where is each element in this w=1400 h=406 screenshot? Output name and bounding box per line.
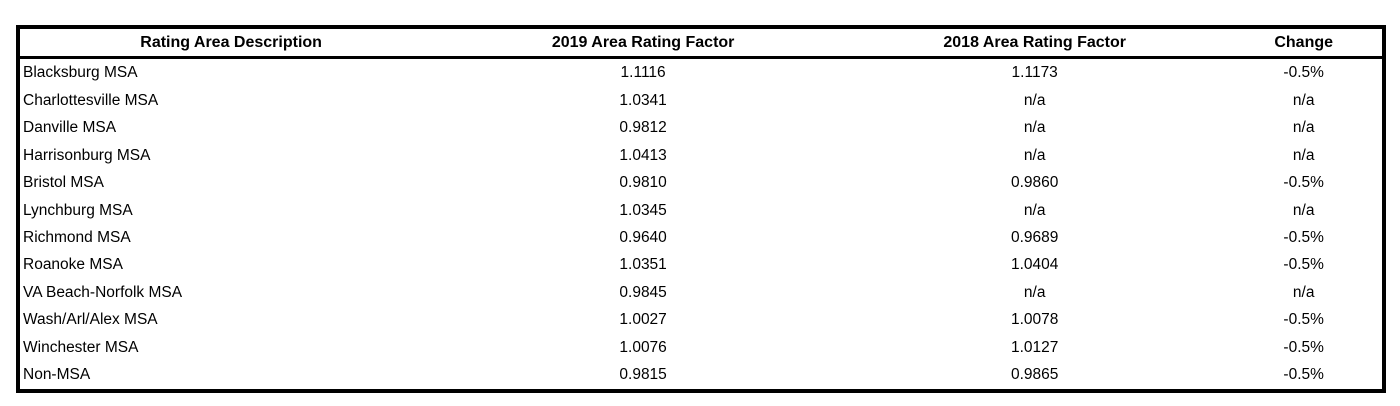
table-row: Non-MSA 0.9815 0.9865 -0.5% (20, 361, 1382, 389)
cell-2019-factor: 0.9815 (619, 366, 667, 384)
table-row: Bristol MSA 0.9810 0.9860 -0.5% (20, 169, 1382, 196)
cell-rating-area: Richmond MSA (23, 229, 131, 247)
cell-rating-area: Roanoke MSA (23, 256, 123, 274)
cell-2018-factor: 0.9865 (1010, 366, 1059, 384)
table-row: Harrisonburg MSA 1.0413 n/a n/a (20, 142, 1382, 169)
area-rating-factor-table: Rating Area Description 2019 Area Rating… (16, 25, 1386, 393)
cell-2018-factor: 0.9860 (1010, 174, 1059, 192)
table-row: Blacksburg MSA 1.1116 1.1173 -0.5% (20, 58, 1382, 88)
cell-2018-factor: n/a (1023, 283, 1046, 301)
table-row: Wash/Arl/Alex MSA 1.0027 1.0078 -0.5% (20, 307, 1382, 334)
table-row: Charlottesville MSA 1.0341 n/a n/a (20, 87, 1382, 114)
cell-rating-area: VA Beach-Norfolk MSA (23, 283, 183, 301)
table-header: Rating Area Description 2019 Area Rating… (20, 29, 1382, 59)
cell-rating-area: Blacksburg MSA (23, 64, 138, 82)
cell-rating-area: Lynchburg MSA (23, 201, 133, 219)
table-row: VA Beach-Norfolk MSA 0.9845 n/a n/a (20, 279, 1382, 306)
cell-2019-factor: 1.0345 (619, 201, 667, 219)
header-2018-area-rating-factor: 2018 Area Rating Factor (844, 29, 1226, 59)
cell-2018-factor: 0.9689 (1010, 229, 1059, 247)
cell-change: n/a (1292, 283, 1315, 301)
cell-2019-factor: 1.0413 (619, 146, 667, 164)
header-2019-area-rating-factor: 2019 Area Rating Factor (442, 29, 844, 59)
cell-2018-factor: 1.1173 (1011, 64, 1058, 82)
cell-2019-factor: 1.0341 (619, 91, 667, 109)
table-row: Danville MSA 0.9812 n/a n/a (20, 115, 1382, 142)
cell-rating-area: Wash/Arl/Alex MSA (23, 311, 158, 329)
cell-2019-factor: 0.9810 (619, 174, 667, 192)
rating-table: Rating Area Description 2019 Area Rating… (20, 29, 1382, 389)
cell-rating-area: Winchester MSA (23, 338, 139, 356)
cell-change: n/a (1292, 201, 1315, 219)
cell-2019-factor: 0.9845 (619, 283, 667, 301)
cell-2018-factor: n/a (1023, 119, 1046, 137)
cell-rating-area: Non-MSA (23, 366, 91, 384)
cell-change: n/a (1292, 119, 1315, 137)
table-row: Winchester MSA 1.0076 1.0127 -0.5% (20, 334, 1382, 361)
cell-2019-factor: 1.1116 (620, 64, 666, 82)
cell-change: n/a (1292, 91, 1315, 109)
cell-change: -0.5% (1283, 256, 1324, 274)
table-row: Roanoke MSA 1.0351 1.0404 -0.5% (20, 252, 1382, 279)
cell-2018-factor: n/a (1023, 146, 1046, 164)
cell-rating-area: Danville MSA (23, 119, 117, 137)
cell-change: n/a (1292, 146, 1315, 164)
cell-2018-factor: 1.0404 (1010, 256, 1059, 274)
cell-2019-factor: 0.9812 (619, 119, 667, 137)
table-body: Blacksburg MSA 1.1116 1.1173 -0.5% Charl… (20, 58, 1382, 390)
cell-2019-factor: 1.0027 (619, 311, 667, 329)
table-row: Lynchburg MSA 1.0345 n/a n/a (20, 197, 1382, 224)
cell-rating-area: Bristol MSA (23, 174, 104, 192)
cell-2018-factor: 1.0078 (1010, 311, 1059, 329)
cell-change: -0.5% (1283, 311, 1324, 329)
cell-rating-area: Harrisonburg MSA (23, 146, 151, 164)
cell-2019-factor: 1.0076 (619, 338, 667, 356)
cell-rating-area: Charlottesville MSA (23, 91, 159, 109)
header-rating-area-description: Rating Area Description (20, 29, 443, 59)
cell-change: -0.5% (1283, 174, 1324, 192)
table-row: Richmond MSA 0.9640 0.9689 -0.5% (20, 224, 1382, 251)
header-change: Change (1225, 29, 1382, 59)
cell-change: -0.5% (1283, 338, 1324, 356)
cell-change: -0.5% (1283, 229, 1324, 247)
cell-2018-factor: n/a (1023, 91, 1046, 109)
cell-2019-factor: 0.9640 (619, 229, 667, 247)
cell-2018-factor: 1.0127 (1010, 338, 1059, 356)
cell-change: -0.5% (1283, 366, 1324, 384)
cell-change: -0.5% (1283, 64, 1324, 82)
cell-2019-factor: 1.0351 (619, 256, 667, 274)
cell-2018-factor: n/a (1023, 201, 1046, 219)
header-row: Rating Area Description 2019 Area Rating… (20, 29, 1382, 59)
